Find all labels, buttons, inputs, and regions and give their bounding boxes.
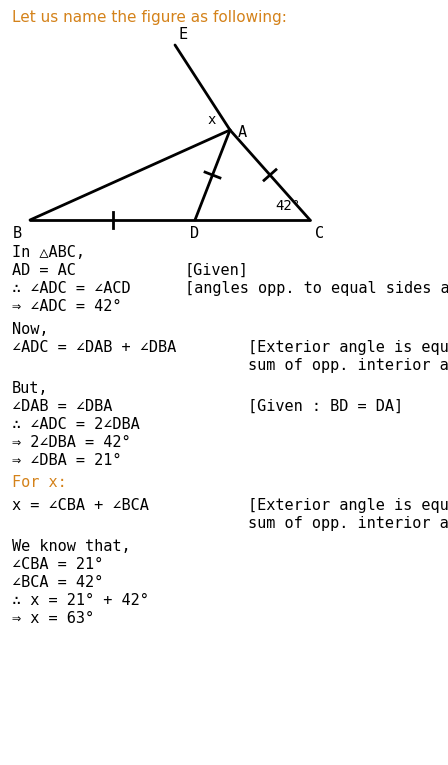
Text: B: B — [13, 226, 22, 241]
Text: x: x — [208, 113, 216, 127]
Text: ∴ ∠ADC = ∠ACD: ∴ ∠ADC = ∠ACD — [12, 281, 131, 296]
Text: [Given]: [Given] — [185, 263, 249, 278]
Text: sum of opp. interior angles]: sum of opp. interior angles] — [248, 516, 448, 531]
Text: ∠CBA = 21°: ∠CBA = 21° — [12, 557, 103, 572]
Text: Now,: Now, — [12, 322, 48, 337]
Text: D: D — [190, 226, 199, 241]
Text: [Exterior angle is equal to the: [Exterior angle is equal to the — [248, 498, 448, 513]
Text: AD = AC: AD = AC — [12, 263, 76, 278]
Text: In △ABC,: In △ABC, — [12, 245, 85, 260]
Text: ∴ ∠ADC = 2∠DBA: ∴ ∠ADC = 2∠DBA — [12, 417, 140, 432]
Text: [Given : BD = DA]: [Given : BD = DA] — [248, 399, 403, 414]
Text: A: A — [238, 125, 247, 139]
Text: ∴ x = 21° + 42°: ∴ x = 21° + 42° — [12, 593, 149, 608]
Text: 42°: 42° — [276, 199, 301, 213]
Text: We know that,: We know that, — [12, 539, 131, 554]
Text: C: C — [315, 226, 324, 241]
Text: ∠DAB = ∠DBA: ∠DAB = ∠DBA — [12, 399, 112, 414]
Text: [Exterior angle is equal to the: [Exterior angle is equal to the — [248, 340, 448, 355]
Text: ⇒ 2∠DBA = 42°: ⇒ 2∠DBA = 42° — [12, 435, 131, 450]
Text: sum of opp. interior angles]: sum of opp. interior angles] — [248, 358, 448, 373]
Text: ∠BCA = 42°: ∠BCA = 42° — [12, 575, 103, 590]
Text: For x:: For x: — [12, 475, 67, 490]
Text: Let us name the figure as following:: Let us name the figure as following: — [12, 10, 287, 25]
Text: [angles opp. to equal sides are equal]: [angles opp. to equal sides are equal] — [185, 281, 448, 296]
Text: ∠ADC = ∠DAB + ∠DBA: ∠ADC = ∠DAB + ∠DBA — [12, 340, 176, 355]
Text: ⇒ ∠DBA = 21°: ⇒ ∠DBA = 21° — [12, 453, 121, 468]
Text: But,: But, — [12, 381, 48, 396]
Text: x = ∠CBA + ∠BCA: x = ∠CBA + ∠BCA — [12, 498, 149, 513]
Text: E: E — [179, 27, 188, 42]
Text: ⇒ ∠ADC = 42°: ⇒ ∠ADC = 42° — [12, 299, 121, 314]
Text: ⇒ x = 63°: ⇒ x = 63° — [12, 611, 94, 626]
